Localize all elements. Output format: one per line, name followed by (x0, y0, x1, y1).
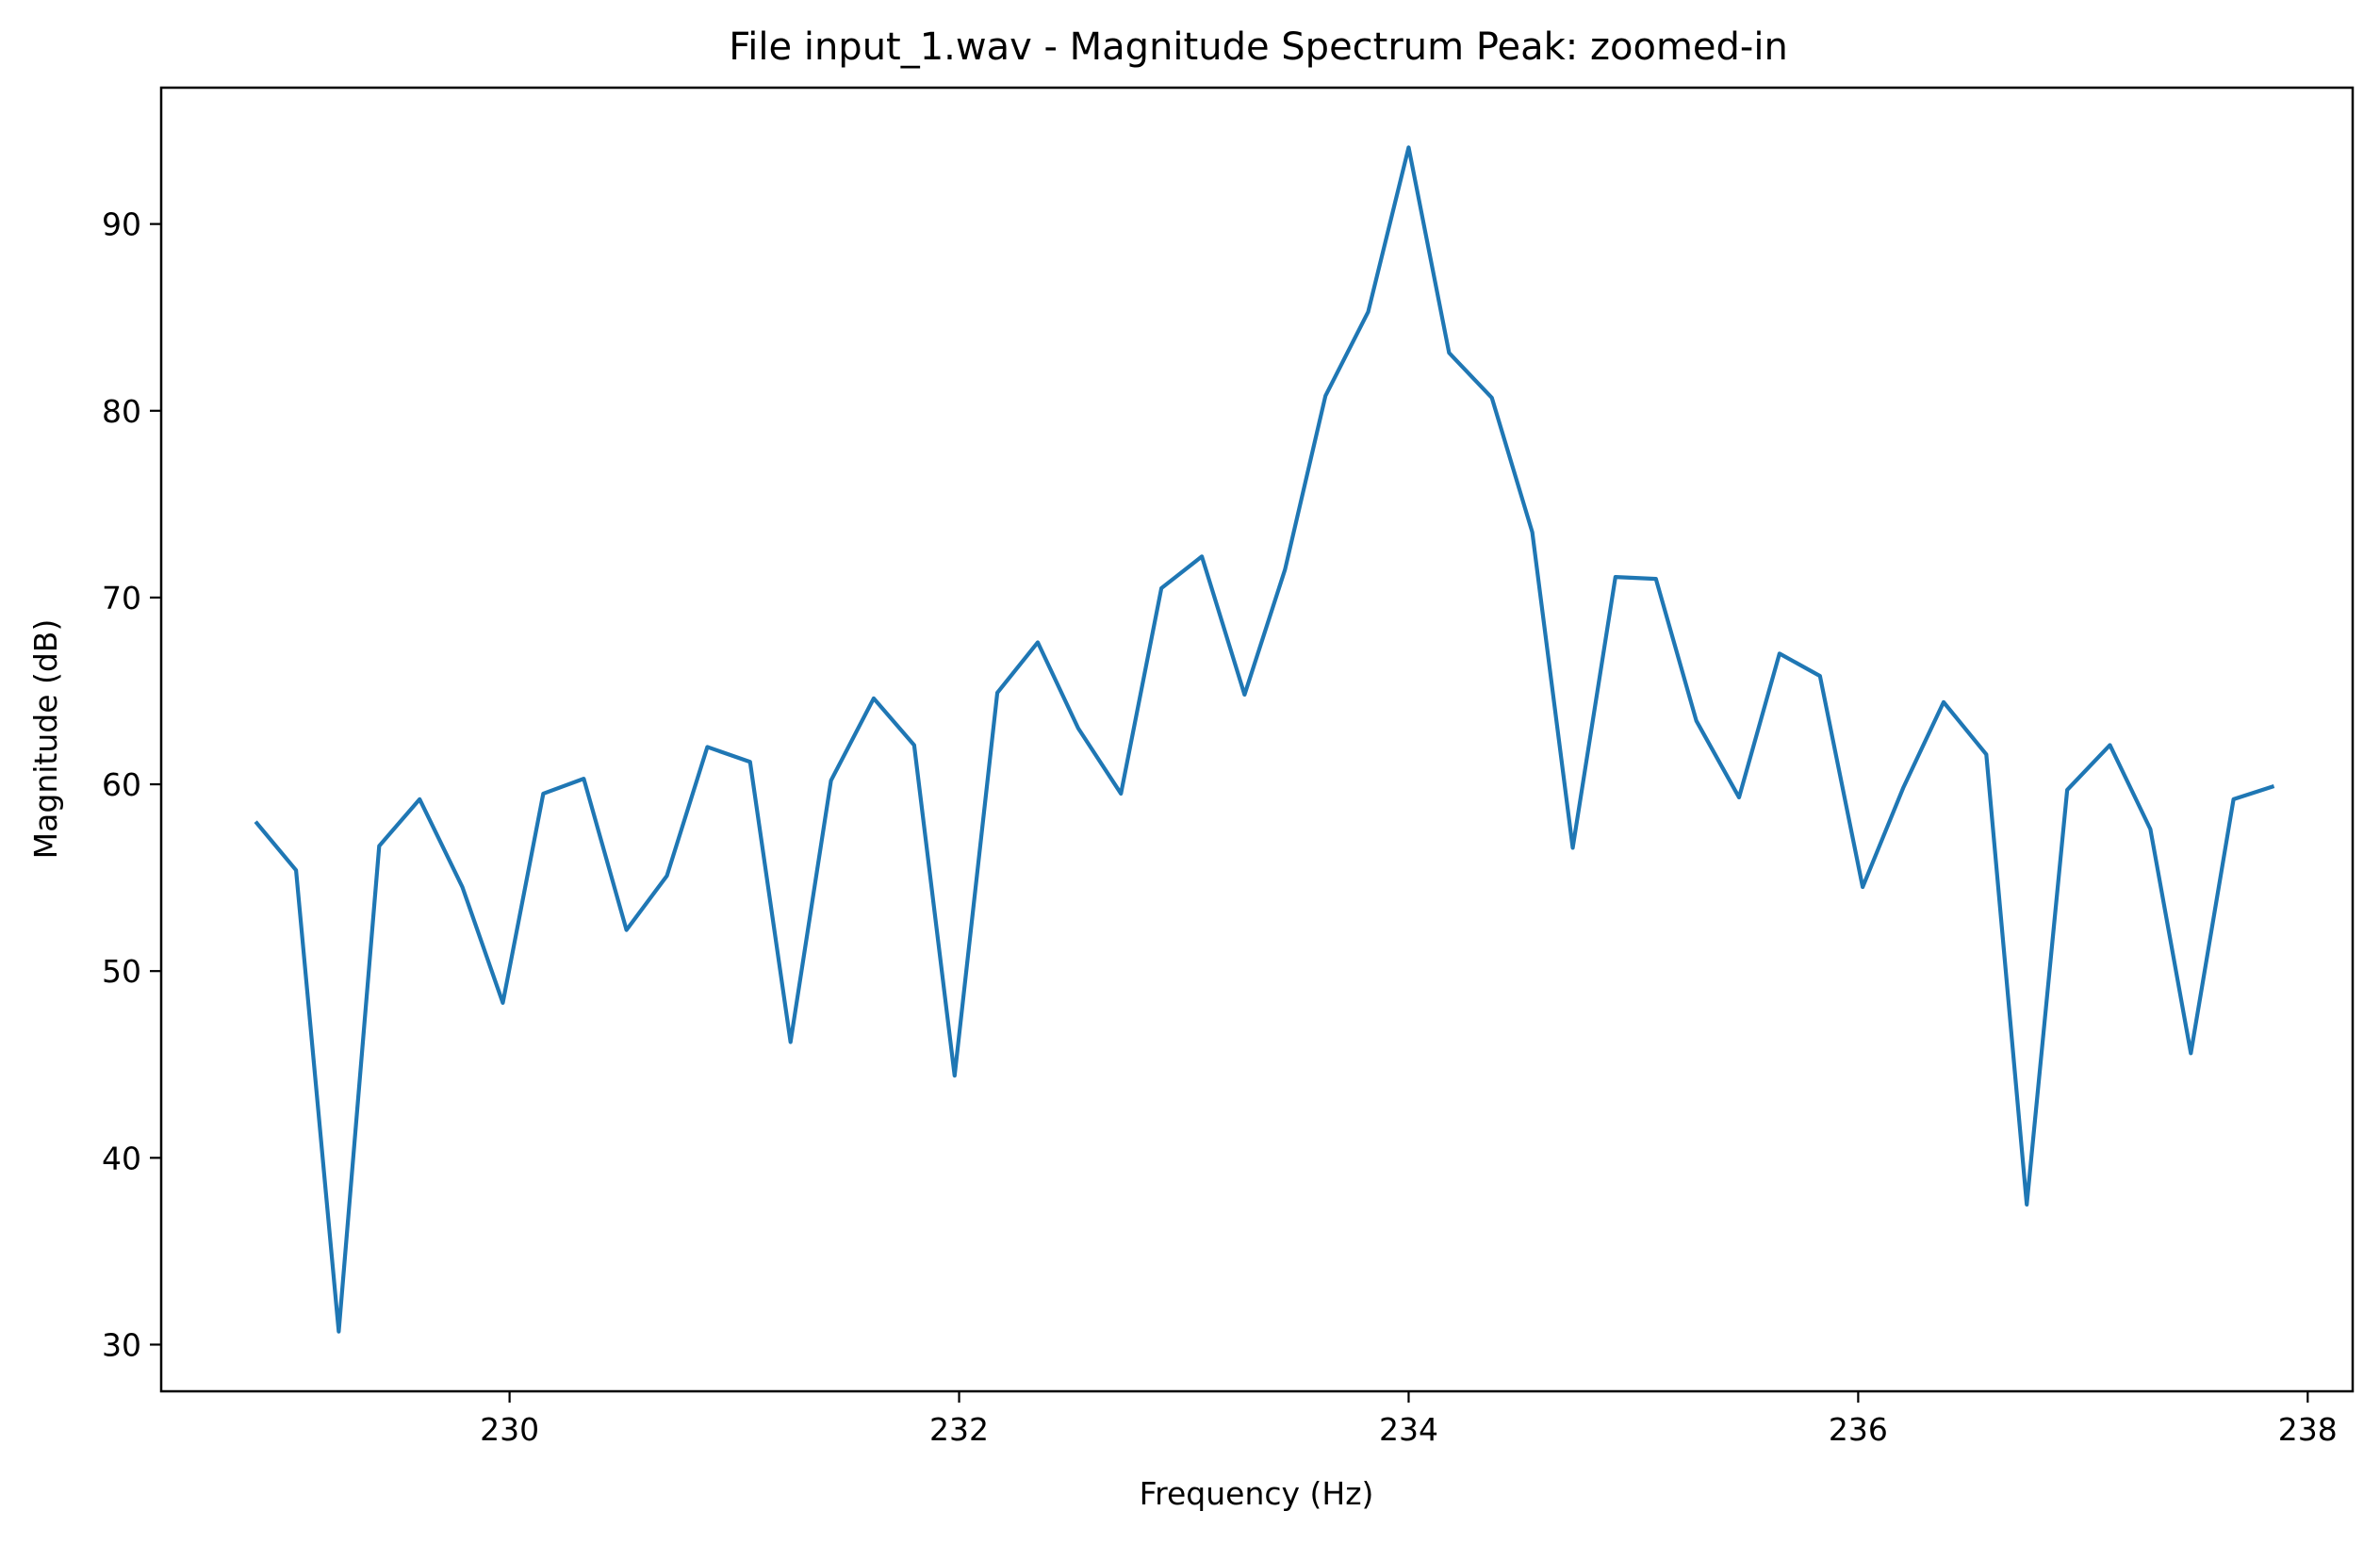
y-tick-label: 60 (102, 766, 141, 803)
y-tick-label: 40 (102, 1140, 141, 1176)
series-line (254, 145, 2275, 1334)
x-tick-label: 230 (480, 1411, 539, 1448)
x-axis-ticks: 230 232 234 236 238 (480, 1391, 2338, 1448)
y-tick-label: 70 (102, 580, 141, 616)
x-axis-title: Frequency (Hz) (1140, 1475, 1374, 1512)
y-tick-label: 90 (102, 206, 141, 243)
x-tick-label: 238 (2278, 1411, 2338, 1448)
plot-frame (159, 86, 2355, 1393)
x-tick-label: 236 (1829, 1411, 1888, 1448)
y-tick-label: 30 (102, 1326, 141, 1363)
y-axis-title: Magnitude (dB) (27, 619, 64, 860)
chart-title: File input_1.wav - Magnitude Spectrum Pe… (729, 25, 1788, 69)
y-tick-label: 50 (102, 953, 141, 990)
x-tick-label: 234 (1379, 1411, 1438, 1448)
x-tick-label: 232 (929, 1411, 989, 1448)
y-axis-ticks: 30 40 50 60 70 80 90 (102, 206, 161, 1363)
y-tick-label: 80 (102, 393, 141, 430)
